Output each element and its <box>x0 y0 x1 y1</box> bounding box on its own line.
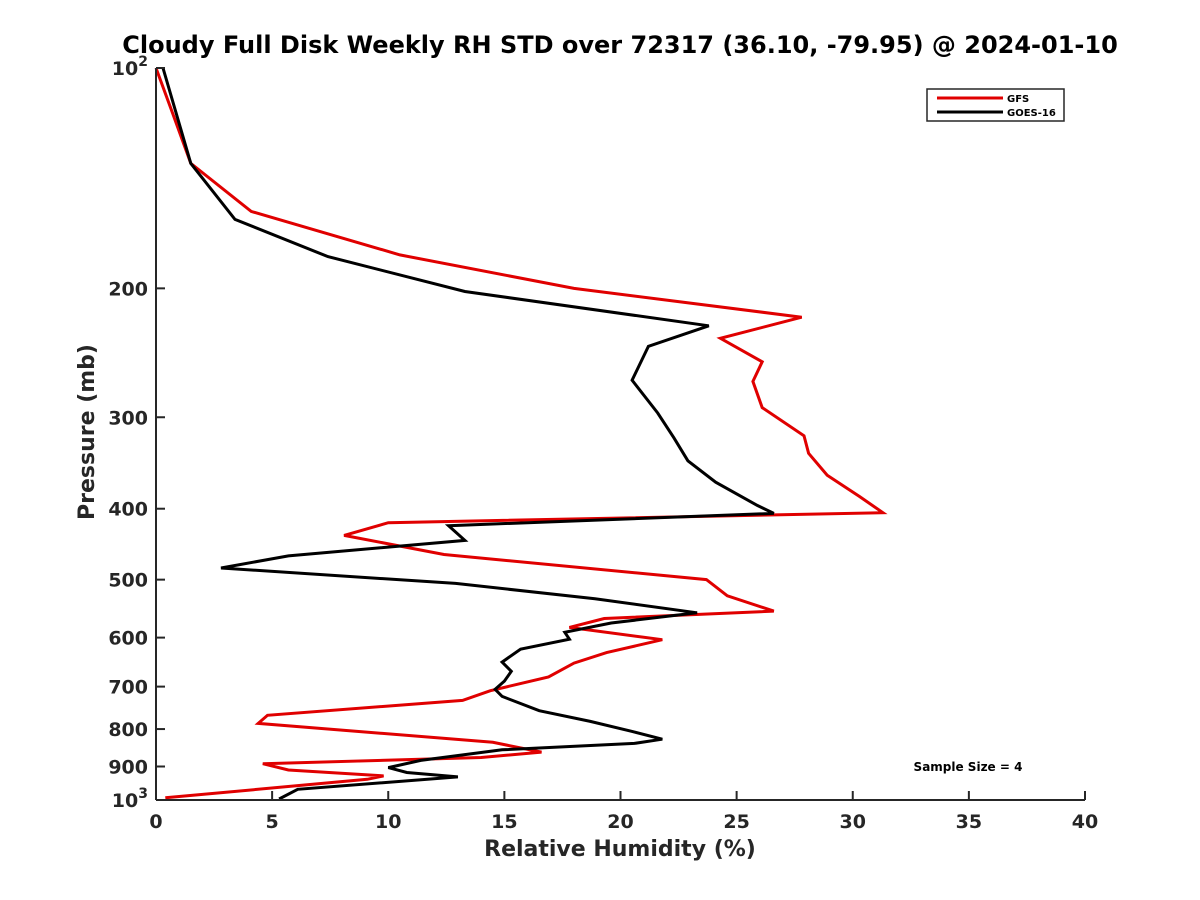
y-tick-label: 200 <box>108 278 148 300</box>
y-tick-label: 700 <box>108 677 148 699</box>
y-tick-label: 102 <box>112 54 148 80</box>
chart-title: Cloudy Full Disk Weekly RH STD over 7231… <box>122 31 1118 59</box>
y-tick-label: 800 <box>108 719 148 741</box>
axes <box>155 68 1085 801</box>
x-tick-label: 15 <box>491 811 517 833</box>
y-axis-label: Pressure (mb) <box>75 344 100 520</box>
sample-size-annotation: Sample Size = 4 <box>914 760 1023 774</box>
x-tick-label: 35 <box>956 811 982 833</box>
legend-box <box>926 88 1065 122</box>
y-tick-label: 300 <box>108 407 148 429</box>
legend-label: GOES-16 <box>1007 108 1056 119</box>
y-tick-label: 900 <box>108 757 148 779</box>
y-tick-label: 600 <box>108 628 148 650</box>
x-axis-label: Relative Humidity (%) <box>484 837 756 862</box>
x-tick-label: 40 <box>1072 811 1098 833</box>
x-tick-label: 25 <box>723 811 749 833</box>
x-tick-label: 30 <box>840 811 866 833</box>
x-tick-label: 10 <box>375 811 401 833</box>
y-tick-label: 500 <box>108 570 148 592</box>
legend: GFS GOES-16 <box>926 88 1065 122</box>
y-tick-label: 103 <box>112 786 148 812</box>
legend-label: GFS <box>1007 94 1029 105</box>
y-tick-label: 400 <box>108 499 148 521</box>
x-tick-label: 0 <box>149 811 162 833</box>
plot-area <box>154 67 888 801</box>
series-line-gfs <box>154 67 888 800</box>
x-tick-label: 5 <box>266 811 279 833</box>
ticks: 0 5 10 15 20 25 30 35 40 102 200 300 400 500 600 700 800… <box>108 54 1098 833</box>
series-line-goes-16 <box>161 67 775 801</box>
x-tick-label: 20 <box>607 811 633 833</box>
